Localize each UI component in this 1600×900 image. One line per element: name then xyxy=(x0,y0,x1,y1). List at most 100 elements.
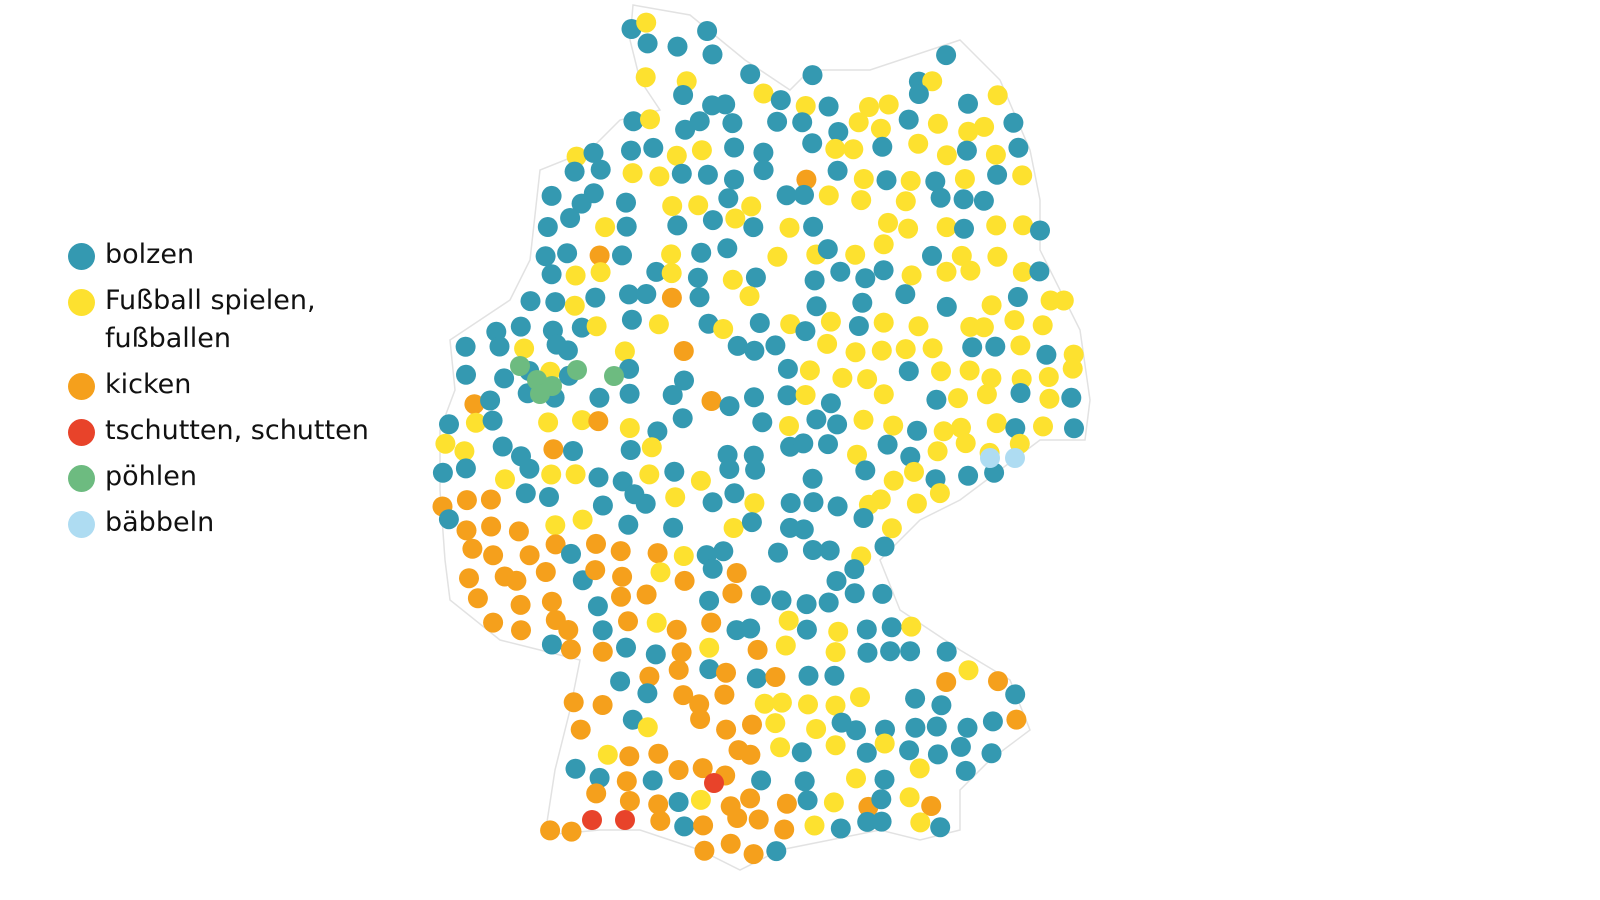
map-dot xyxy=(1006,709,1027,730)
map-dot xyxy=(666,619,687,640)
map-dot xyxy=(661,263,682,284)
map-dot xyxy=(898,109,919,130)
map-dot xyxy=(804,815,825,836)
map-dot xyxy=(1032,315,1053,336)
map-dot xyxy=(619,358,640,379)
map-dot xyxy=(571,317,592,338)
map-dot xyxy=(795,321,816,342)
map-dot xyxy=(616,637,636,658)
map-dot xyxy=(560,208,581,228)
dots xyxy=(432,12,1084,865)
map-dot xyxy=(715,94,736,115)
map-dot xyxy=(986,413,1007,434)
map-dot xyxy=(590,262,611,283)
map-dot xyxy=(926,389,947,410)
map-dot xyxy=(987,85,1008,106)
map-dot xyxy=(873,312,894,333)
map-dot xyxy=(619,418,640,438)
map-dot xyxy=(588,411,609,432)
map-dot xyxy=(592,495,613,516)
map-dot xyxy=(878,94,899,115)
map-dot xyxy=(954,169,975,189)
map-dot xyxy=(563,692,584,713)
map-dot xyxy=(908,84,929,104)
map-dot xyxy=(775,635,796,656)
map-dot xyxy=(857,642,878,663)
map-dot xyxy=(671,163,692,184)
map-dot xyxy=(1030,220,1050,241)
map-dot xyxy=(665,487,686,508)
map-dot xyxy=(663,517,684,538)
map-dot xyxy=(1008,137,1029,158)
map-dot xyxy=(985,336,1006,357)
legend-swatch xyxy=(68,289,95,316)
map-dot xyxy=(1004,310,1025,331)
map-dot xyxy=(974,116,995,137)
map-dot xyxy=(432,462,453,483)
map-dot xyxy=(621,140,641,161)
map-dot xyxy=(675,119,696,140)
map-dot xyxy=(830,261,851,282)
map-dot xyxy=(929,483,950,504)
map-dot xyxy=(744,493,765,514)
map-dot xyxy=(480,489,501,510)
map-dot xyxy=(905,717,926,738)
map-dot xyxy=(987,164,1008,185)
map-dot xyxy=(981,295,1002,316)
map-dot xyxy=(957,717,978,738)
map-dot xyxy=(586,533,606,554)
map-dot xyxy=(719,459,740,479)
map-dot xyxy=(1007,287,1028,307)
map-dot xyxy=(642,770,663,791)
map-dot xyxy=(744,340,765,361)
map-dot xyxy=(930,187,951,208)
map-dot xyxy=(589,245,610,266)
map-dot xyxy=(806,409,827,430)
map-dot xyxy=(673,341,694,361)
map-dot xyxy=(780,493,801,513)
map-dot xyxy=(958,660,979,681)
map-dot xyxy=(723,518,744,538)
map-dot xyxy=(848,316,869,336)
map-dot xyxy=(743,844,764,865)
map-dot xyxy=(462,538,483,559)
map-dot xyxy=(622,163,643,184)
map-dot xyxy=(851,190,872,211)
map-dot xyxy=(702,558,723,579)
map-dot xyxy=(510,316,531,337)
map-dot xyxy=(637,683,658,704)
map-dot xyxy=(921,796,942,816)
map-dot xyxy=(435,433,456,454)
map-dot xyxy=(845,244,866,265)
map-dot xyxy=(883,415,904,436)
map-dot xyxy=(770,737,791,758)
map-dot xyxy=(666,145,687,166)
map-dot xyxy=(874,536,895,557)
map-dot xyxy=(871,789,892,810)
map-dot xyxy=(480,390,501,411)
map-dot xyxy=(908,133,929,154)
map-dot xyxy=(622,709,643,730)
map-dot xyxy=(597,744,618,765)
country-outline xyxy=(439,4,1091,871)
map-dot xyxy=(765,667,786,687)
map-dot xyxy=(803,492,824,513)
map-dot xyxy=(456,364,476,385)
map-dot xyxy=(610,671,631,692)
map-dot xyxy=(844,559,865,580)
map-dot xyxy=(953,189,974,210)
map-dot xyxy=(1005,418,1026,439)
map-dot xyxy=(1033,416,1053,437)
map-dot xyxy=(853,169,874,189)
map-dot xyxy=(951,417,971,438)
map-dot xyxy=(852,292,873,313)
map-dot xyxy=(619,383,640,404)
map-dot xyxy=(927,113,948,134)
map-dot xyxy=(794,771,815,792)
map-dot xyxy=(693,815,714,836)
map-dot xyxy=(927,441,948,462)
map-dot xyxy=(612,471,633,492)
map-dot xyxy=(648,794,669,815)
map-dot xyxy=(1053,290,1074,311)
map-dot xyxy=(739,286,760,307)
